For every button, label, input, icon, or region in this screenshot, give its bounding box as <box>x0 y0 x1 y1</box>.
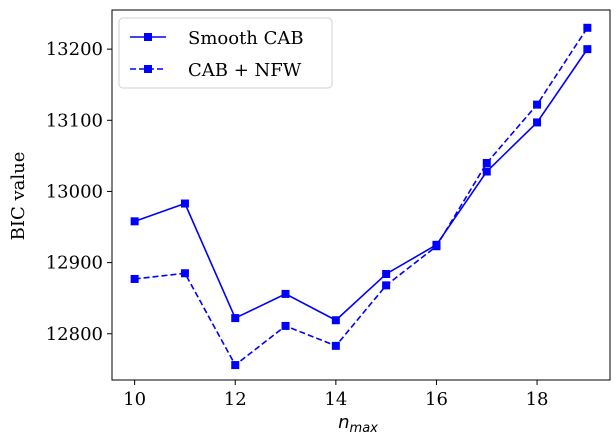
x-tick-label: 12 <box>224 389 247 410</box>
data-point-cab-nfw <box>533 100 542 109</box>
data-point-cab-nfw <box>180 269 189 278</box>
y-ticks: 12800 12900 13000 13100 13200 <box>46 39 112 345</box>
x-tick-label: 14 <box>324 389 347 410</box>
data-point-smooth-cab <box>231 314 240 323</box>
data-point-cab-nfw <box>281 321 290 330</box>
x-axis-label-sub: max <box>350 421 379 436</box>
x-axis-label-main: n <box>338 412 349 433</box>
x-tick-label: 10 <box>123 389 146 410</box>
legend-marker-smooth-cab <box>144 33 152 41</box>
series-layer <box>130 23 592 370</box>
x-axis-label: nmax <box>338 412 378 436</box>
legend: Smooth CAB CAB + NFW <box>118 17 333 89</box>
data-point-smooth-cab <box>482 167 491 176</box>
data-point-smooth-cab <box>583 45 592 54</box>
y-axis-label: BIC value <box>8 152 29 241</box>
data-point-smooth-cab <box>533 118 542 127</box>
data-point-cab-nfw <box>482 158 491 167</box>
data-point-cab-nfw <box>432 242 441 251</box>
data-point-smooth-cab <box>331 316 340 325</box>
series-line-smooth-cab <box>134 48 589 322</box>
y-tick-label: 12900 <box>46 253 103 274</box>
legend-marker-cab-nfw <box>144 65 152 73</box>
x-tick-label: 18 <box>526 389 549 410</box>
data-point-smooth-cab <box>382 269 391 278</box>
data-point-cab-nfw <box>130 274 139 283</box>
y-tick-label: 13100 <box>46 110 103 131</box>
x-ticks: 10 12 14 16 18 <box>123 380 549 410</box>
data-point-cab-nfw <box>583 23 592 32</box>
legend-frame <box>118 17 333 89</box>
data-point-smooth-cab <box>180 199 189 208</box>
series-line-cab-nfw <box>134 27 589 367</box>
y-tick-label: 13200 <box>46 39 103 60</box>
data-point-smooth-cab <box>130 217 139 226</box>
data-point-cab-nfw <box>231 361 240 370</box>
plot-frame <box>111 9 611 381</box>
y-tick-label: 13000 <box>46 181 103 202</box>
x-tick-label: 16 <box>425 389 448 410</box>
y-tick-label: 12800 <box>46 324 103 345</box>
data-point-cab-nfw <box>382 281 391 290</box>
legend-label-cab-nfw: CAB + NFW <box>188 60 302 81</box>
legend-label-smooth-cab: Smooth CAB <box>188 28 304 49</box>
data-point-smooth-cab <box>281 289 290 298</box>
data-point-cab-nfw <box>331 341 340 350</box>
